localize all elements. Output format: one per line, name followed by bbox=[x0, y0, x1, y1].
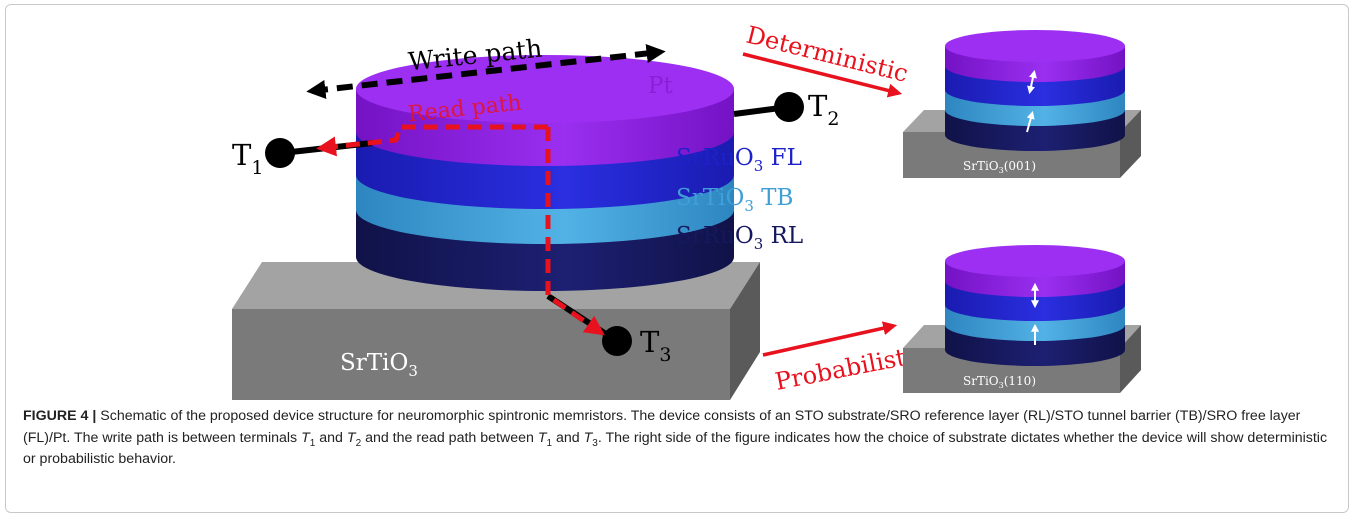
substrate-110-label: SrTiO3(110) bbox=[963, 374, 1036, 390]
terminal-t3 bbox=[602, 326, 632, 356]
read-path-arrows bbox=[316, 124, 605, 336]
deterministic-label: Deterministic bbox=[744, 21, 911, 88]
caption-terminal-t1: T bbox=[301, 429, 310, 446]
t3-label: T3 bbox=[640, 325, 671, 366]
rl-magnetization-arrow-001 bbox=[1026, 110, 1035, 133]
substrate-001-label: SrTiO3(001) bbox=[963, 159, 1036, 175]
rl-label: SrRuO3 RL bbox=[676, 223, 803, 253]
caption-terminal-t1-sub: 1 bbox=[309, 437, 316, 449]
pt-label: Pt bbox=[648, 73, 673, 99]
caption-terminal-t2: T bbox=[346, 429, 356, 446]
caption-terminal-t3: T bbox=[583, 429, 593, 446]
probabilistic-arrow bbox=[762, 321, 898, 357]
caption-text-1: Schematic of the proposed device structu… bbox=[23, 408, 1301, 446]
device-110: SrTiO3(110) bbox=[903, 245, 1141, 393]
caption-terminal-t1b-sub: 1 bbox=[546, 437, 553, 449]
t1-label: T1 bbox=[232, 138, 263, 179]
figure-caption: FIGURE 4 | Schematic of the proposed dev… bbox=[23, 406, 1335, 471]
terminal-t1 bbox=[265, 138, 295, 168]
caption-text-3: and the read path between bbox=[361, 429, 538, 446]
device-001: SrTiO3(001) bbox=[903, 30, 1141, 178]
caption-label: FIGURE 4 | bbox=[23, 408, 97, 424]
tb-label: SrTiO3 TB bbox=[676, 185, 793, 215]
caption-text-2: and bbox=[315, 429, 347, 446]
main-cylinder bbox=[356, 55, 734, 291]
device-schematic: Write path Read path Pt SrRuO3 FL SrTiO3… bbox=[232, 21, 1141, 400]
terminal-t2 bbox=[774, 92, 804, 122]
fl-magnetization-arrow-001 bbox=[1027, 69, 1037, 95]
caption-terminal-t2-sub: 2 bbox=[355, 437, 362, 449]
caption-text-4: and bbox=[552, 429, 584, 446]
fl-label: SrRuO3 FL bbox=[676, 145, 802, 175]
substrate-label: SrTiO3 bbox=[340, 350, 418, 380]
caption-terminal-t1b: T bbox=[537, 429, 547, 446]
caption-text-5: . The right side of the figure indicates… bbox=[23, 429, 1328, 468]
t2-label: T2 bbox=[808, 89, 839, 130]
deterministic-arrow bbox=[742, 52, 903, 98]
write-path-arrow bbox=[306, 43, 666, 100]
caption-terminal-t3-sub: 3 bbox=[592, 437, 598, 449]
